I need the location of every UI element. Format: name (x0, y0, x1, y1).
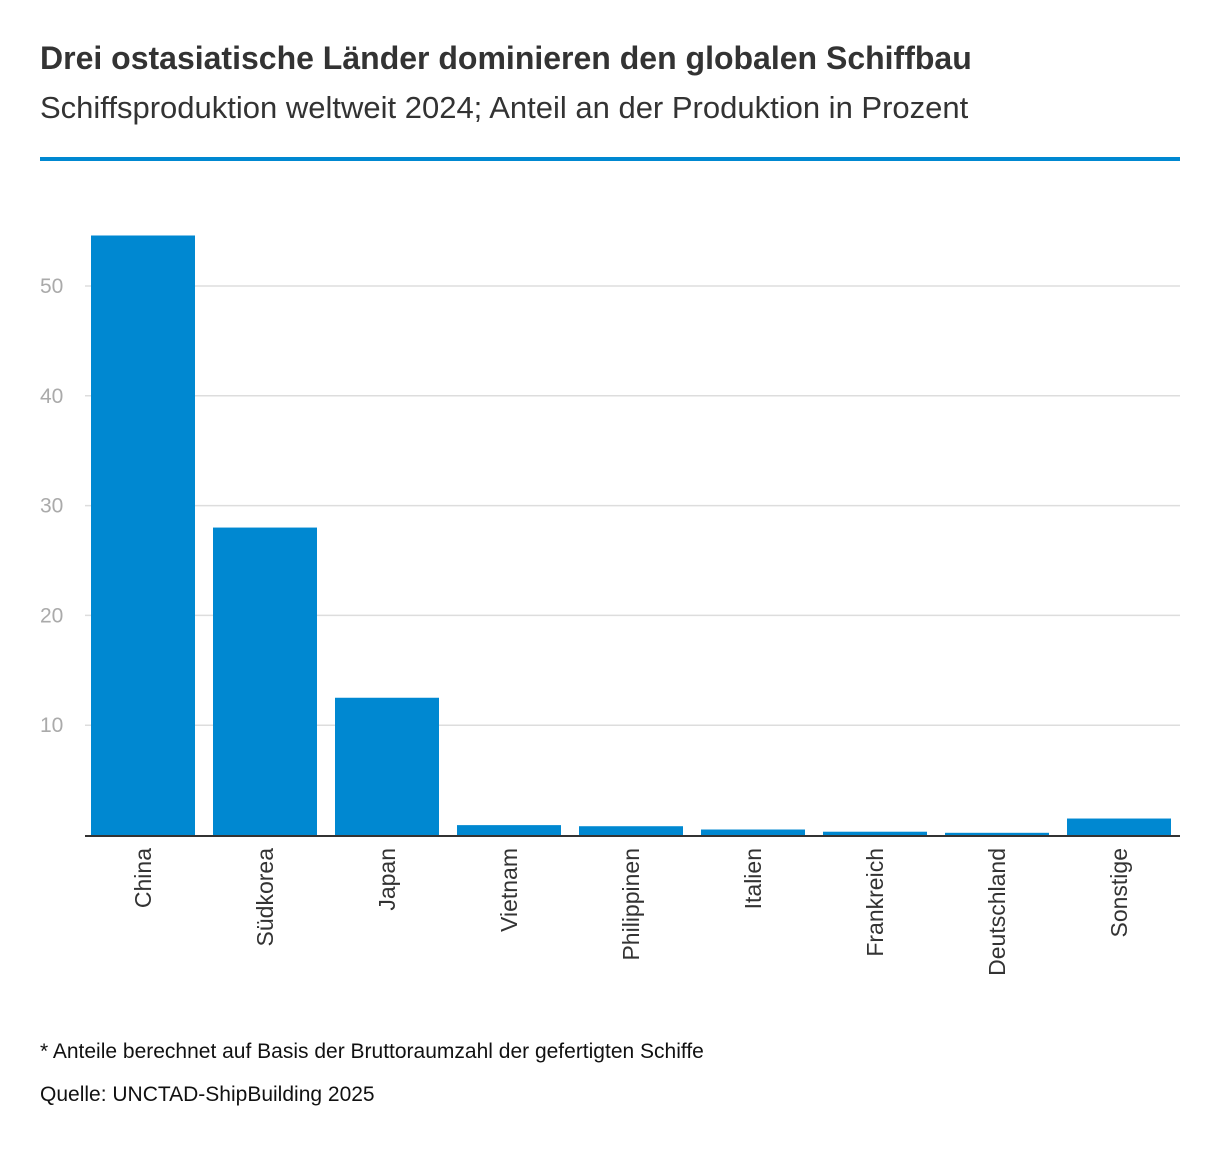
x-tick-label: Philippinen (618, 848, 644, 961)
bar-philippinen (579, 826, 683, 835)
bar-china (91, 235, 195, 835)
bar-sonstige (1067, 818, 1171, 835)
x-tick-label: Südkorea (252, 848, 278, 947)
y-tick-label: 20 (40, 604, 63, 627)
y-tick-label: 50 (40, 275, 63, 298)
footnote: * Anteile berechnet auf Basis der Brutto… (40, 1040, 704, 1063)
x-tick-label: Vietnam (496, 848, 522, 932)
x-tick-label: Deutschland (984, 848, 1010, 976)
bar-japan (335, 697, 439, 835)
bar-südkorea (213, 527, 317, 835)
y-tick-label: 10 (40, 714, 63, 737)
source-note: Quelle: UNCTAD-ShipBuilding 2025 (40, 1083, 375, 1106)
title-rule (40, 157, 1180, 161)
x-tick-label: Frankreich (862, 848, 888, 957)
bars (91, 235, 1171, 835)
y-axis-ticks: 10 20 30 40 50 (40, 275, 63, 737)
y-tick-label: 30 (40, 495, 63, 518)
x-axis-labels: China Südkorea Japan Vietnam Philippinen Ital… (130, 848, 1132, 976)
x-tick-label: China (130, 848, 156, 908)
bar-vietnam (457, 825, 561, 835)
bar-frankreich (823, 831, 927, 835)
x-tick-label: Italien (740, 848, 766, 909)
x-tick-label: Sonstige (1106, 848, 1132, 938)
y-tick-label: 40 (40, 385, 63, 408)
bar-italien (701, 829, 805, 835)
chart-subtitle: Schiffsproduktion weltweit 2024; Anteil … (40, 90, 969, 125)
bar-deutschland (945, 832, 1049, 835)
chart-title: Drei ostasiatische Länder dominieren den… (40, 40, 972, 76)
x-tick-label: Japan (374, 848, 400, 911)
